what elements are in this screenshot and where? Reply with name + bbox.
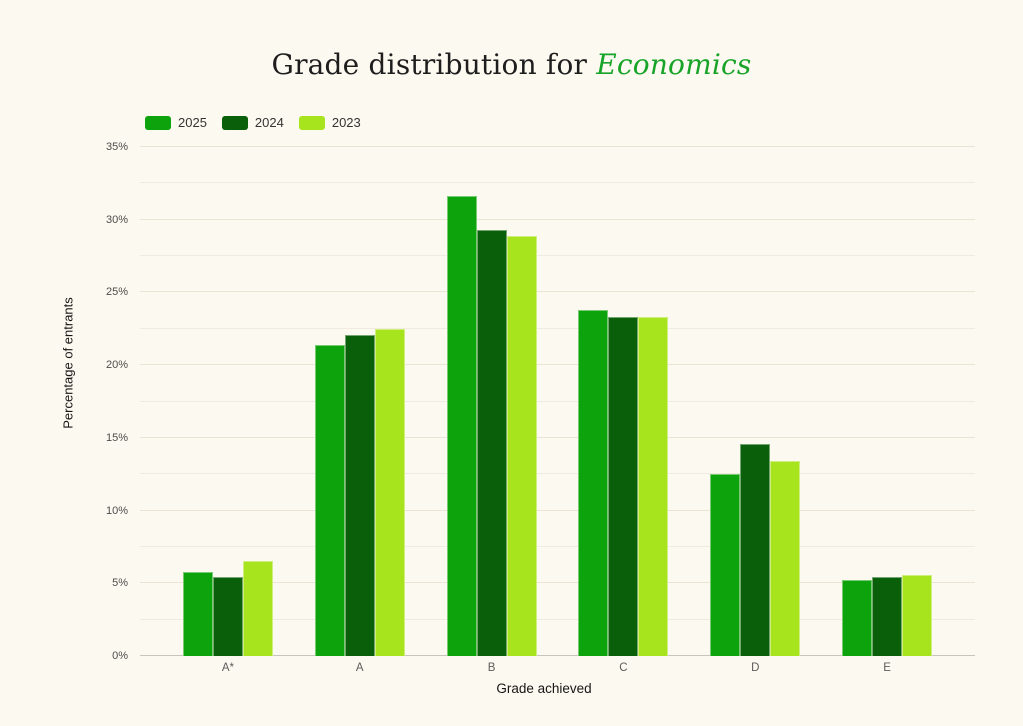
gridline	[140, 582, 975, 584]
legend-item-2024[interactable]: 2024	[221, 115, 284, 130]
bar-group-e: E	[821, 147, 953, 674]
bar-2025-c	[578, 309, 609, 656]
legend-swatch-2024	[221, 115, 248, 130]
gridline	[140, 218, 975, 220]
bar-2023-a	[374, 328, 405, 656]
bar-groups: A* A B C D E	[140, 147, 975, 674]
gridline	[140, 545, 975, 547]
x-tick-label: E	[883, 662, 891, 674]
legend-label: 2025	[178, 115, 207, 130]
gridline	[140, 400, 975, 402]
bar-2024-b	[476, 229, 507, 656]
legend-swatch-2023	[298, 115, 325, 130]
bar-2023-b	[506, 235, 537, 656]
bar-2024-e	[872, 577, 903, 656]
gridline	[140, 146, 975, 147]
gridline	[140, 182, 975, 184]
gridline	[140, 255, 975, 257]
bar-2024-astar	[212, 577, 243, 656]
legend-label: 2023	[331, 115, 361, 130]
y-tick-label: 15%	[105, 431, 128, 444]
legend-item-2023[interactable]: 2023	[298, 115, 361, 130]
y-tick-label: 20%	[105, 359, 128, 372]
x-tick-label: C	[619, 662, 628, 674]
y-tick-label: 0%	[112, 650, 128, 662]
y-tick-label: 25%	[105, 286, 128, 299]
x-axis-title: Grade achieved	[496, 681, 592, 696]
bar-group-a: A	[294, 147, 426, 674]
chart-title-subject: Economics	[596, 48, 752, 81]
y-tick-label: 35%	[105, 141, 128, 153]
bar-2025-d	[710, 474, 741, 656]
legend: 2025 2024 2023	[145, 115, 361, 130]
bar-2024-d	[740, 443, 771, 656]
chart-title-prefix: Grade distribution for	[271, 48, 597, 81]
plot-area: 0% 5% 10% 15% 20% 25% 30% 35% A* A B C D E	[106, 141, 975, 674]
gridline	[140, 436, 975, 438]
bar-2023-c	[638, 317, 669, 656]
x-tick-label: D	[751, 662, 760, 674]
legend-item-2025[interactable]: 2025	[145, 115, 207, 130]
bar-2023-e	[902, 574, 933, 656]
bar-2023-astar	[242, 561, 273, 656]
gridline	[140, 473, 975, 475]
bar-2025-b	[446, 196, 477, 656]
bar-group-b: B	[426, 147, 558, 674]
x-tick-label: A	[355, 662, 364, 674]
gridline	[140, 364, 975, 366]
y-axis-title: Percentage of entrants	[60, 297, 76, 429]
y-tick-label: 30%	[105, 213, 128, 226]
bar-2025-e	[842, 580, 873, 656]
legend-label: 2024	[254, 115, 284, 130]
bar-2025-astar	[182, 571, 213, 656]
bar-2025-a	[314, 344, 345, 656]
x-tick-label: A*	[221, 662, 234, 674]
y-tick-label: 5%	[112, 577, 128, 590]
x-axis-line	[140, 655, 975, 656]
chart-title: Grade distribution for Economics	[0, 48, 1023, 81]
gridline	[140, 327, 975, 329]
bar-2024-a	[344, 334, 375, 656]
bar-group-astar: A*	[162, 147, 294, 674]
bar-group-d: D	[689, 147, 821, 674]
gridline	[140, 509, 975, 511]
x-tick-label: B	[487, 662, 496, 674]
bar-group-c: C	[557, 147, 689, 674]
y-tick-label: 10%	[105, 504, 128, 517]
bar-2023-d	[770, 461, 801, 656]
legend-swatch-2025	[145, 115, 171, 130]
gridline	[140, 291, 975, 293]
gridline	[140, 618, 975, 620]
bar-2024-c	[608, 317, 639, 656]
